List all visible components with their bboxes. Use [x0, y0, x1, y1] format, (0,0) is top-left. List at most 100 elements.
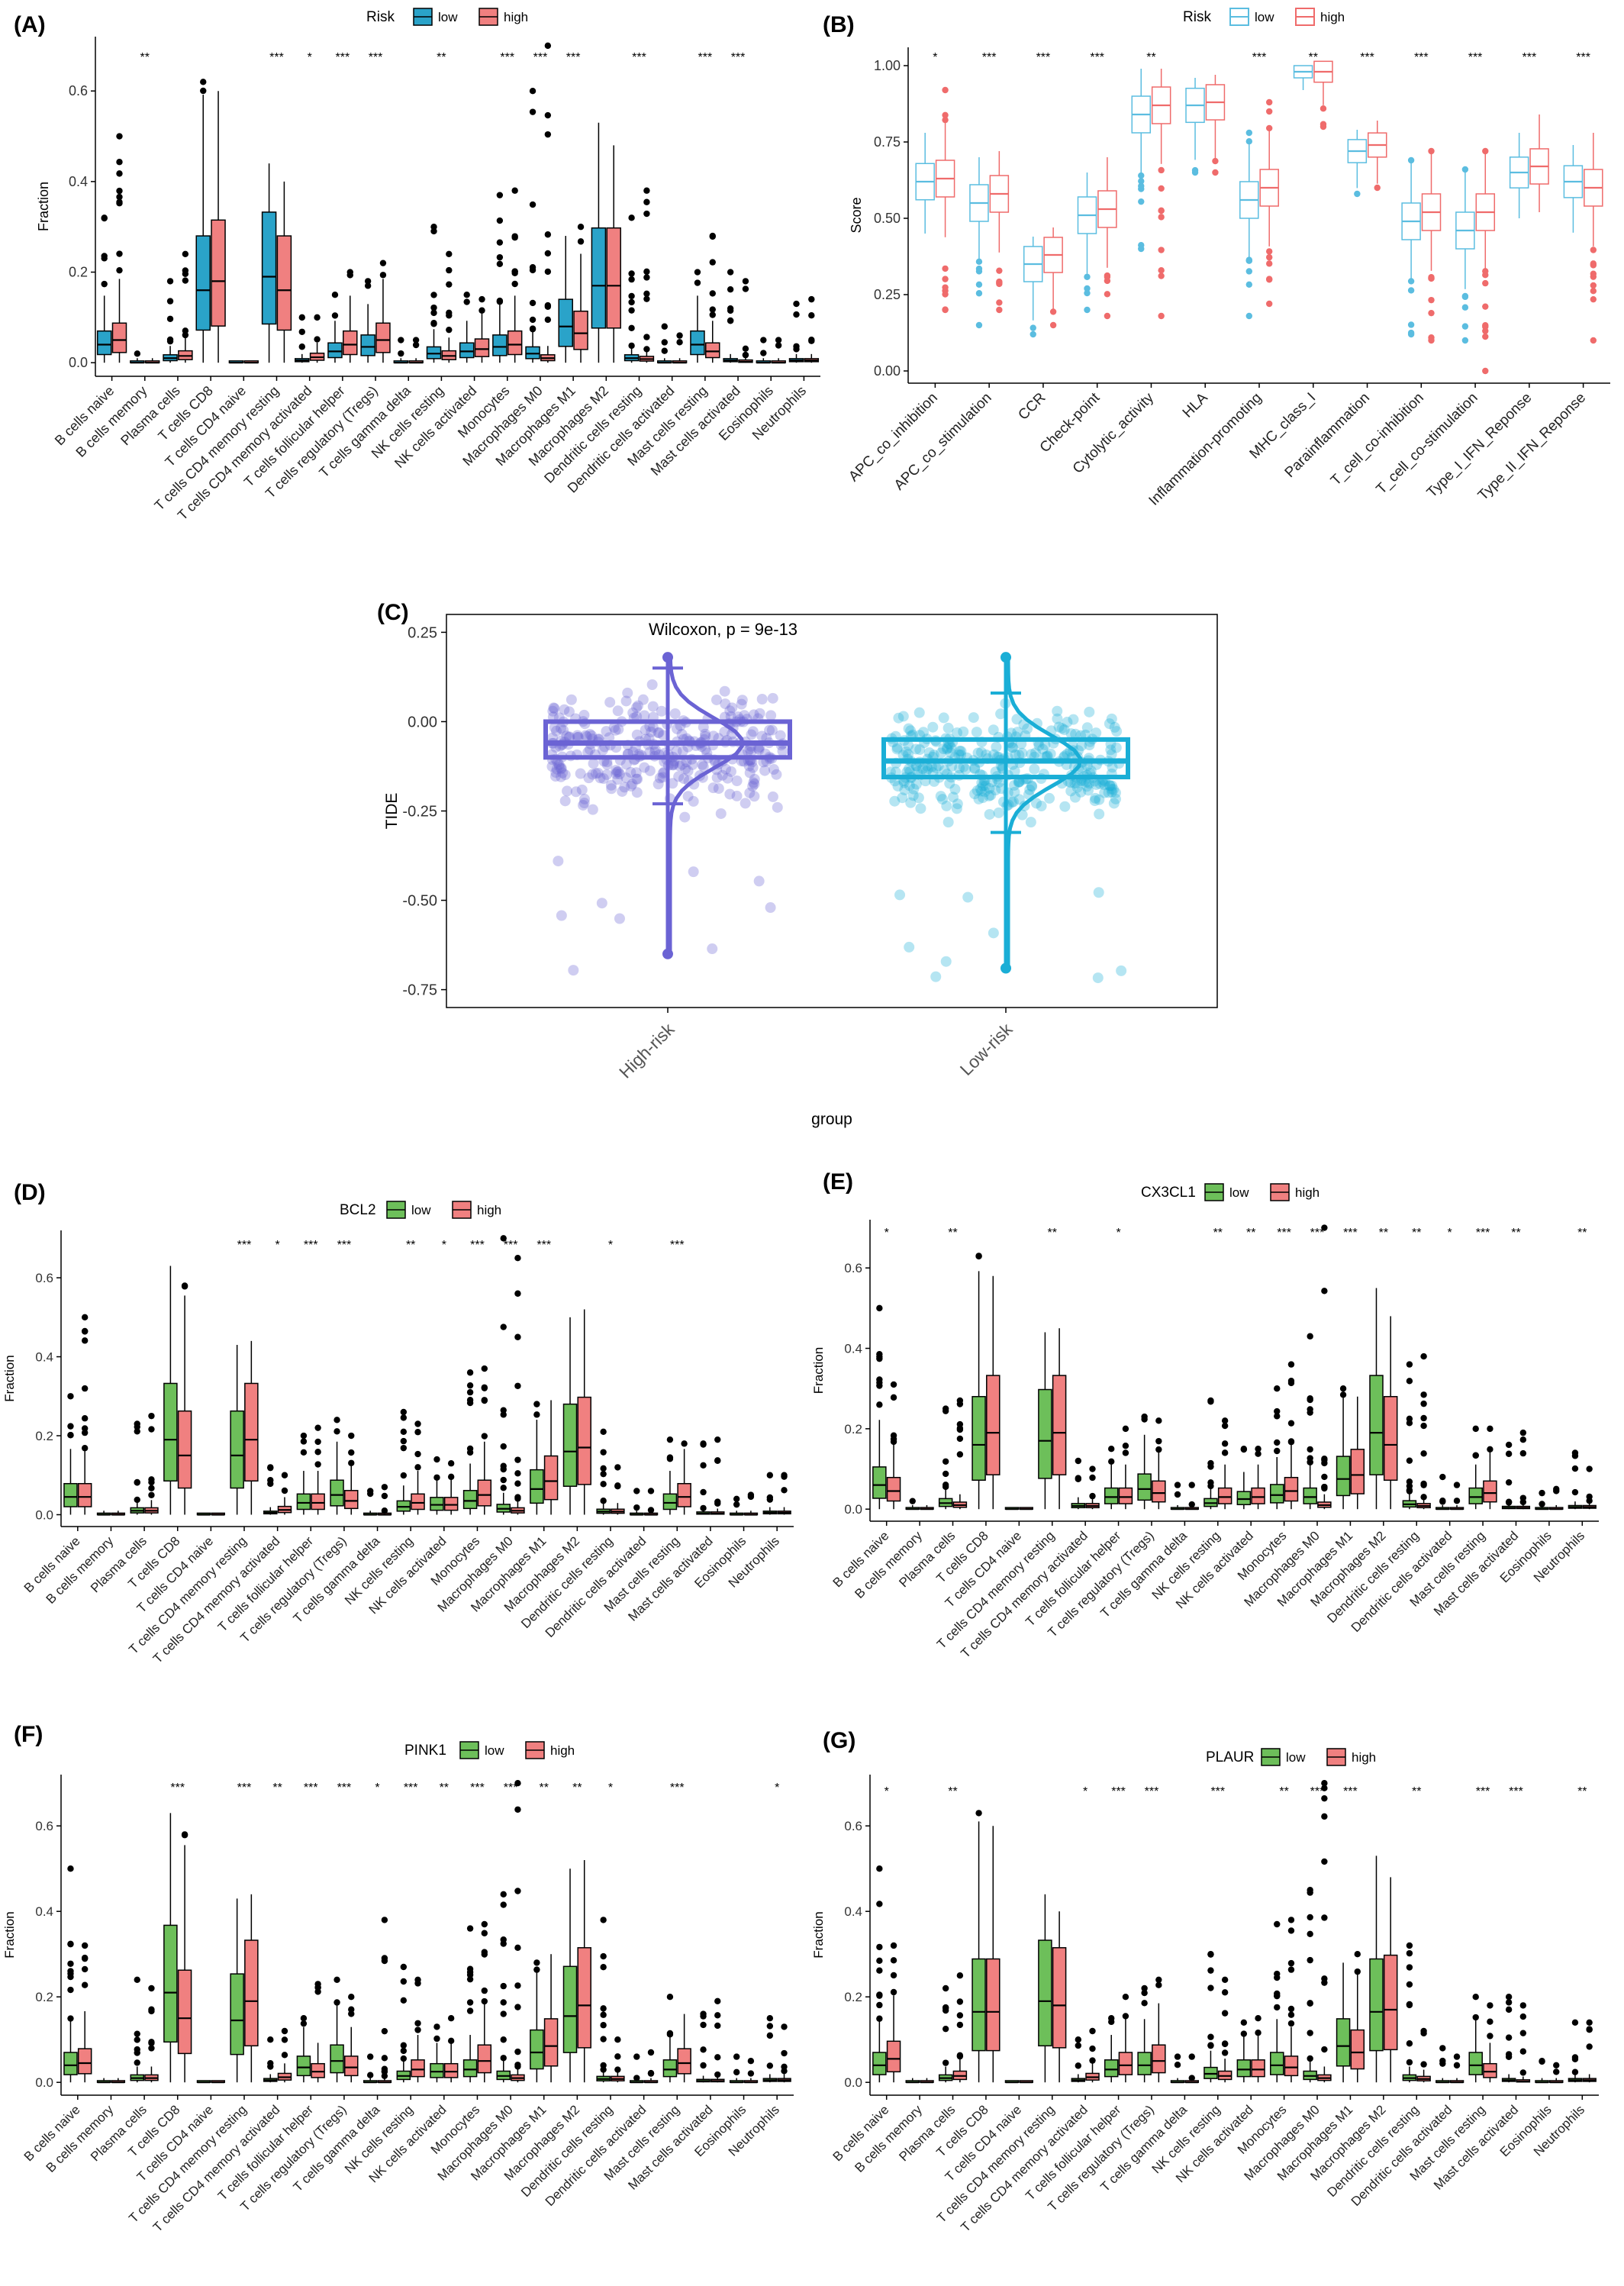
outlier-point [500, 1891, 507, 1897]
data-point [920, 766, 932, 777]
data-point [1107, 780, 1118, 792]
category-group: Monocytes*** [428, 1781, 492, 2157]
outlier-point [1274, 1974, 1281, 1981]
outlier-point [1141, 1989, 1148, 1997]
box [1118, 2052, 1133, 2075]
outlier-point [101, 280, 108, 288]
outlier-point [1374, 184, 1381, 192]
box [411, 2059, 425, 2078]
outlier-point [1122, 1994, 1129, 2001]
data-point [1084, 706, 1095, 717]
outlier-point [348, 2006, 355, 2013]
outlier-point [1461, 292, 1469, 300]
data-point [1018, 719, 1030, 730]
outlier-point [314, 314, 321, 321]
data-point [749, 791, 760, 802]
data-point [611, 768, 622, 779]
outlier-point [1406, 1942, 1413, 1949]
data-point [744, 787, 756, 798]
outlier-point [511, 187, 518, 194]
data-point [620, 772, 632, 783]
outlier-point [181, 1282, 188, 1289]
outlier-point [1155, 1981, 1162, 1988]
outlier-point [1158, 312, 1165, 320]
data-point [1109, 721, 1120, 733]
data-point [972, 785, 983, 796]
data-point [1094, 808, 1105, 820]
outlier-point [577, 238, 585, 245]
category-group: Neutrophils* [726, 1781, 791, 2159]
data-point [958, 726, 969, 737]
outlier-point [1519, 1498, 1527, 1506]
box [327, 342, 343, 359]
outlier-point [1158, 166, 1165, 174]
outlier-point [81, 1337, 89, 1344]
outlier-point [781, 2049, 788, 2057]
category-group: B cells naive* [830, 1227, 901, 1590]
significance-mark: ** [572, 1781, 582, 1794]
data-point [613, 766, 624, 777]
outlier-point [500, 2036, 507, 2043]
y-axis-label: Fraction [811, 1911, 826, 1958]
box [411, 1493, 425, 1511]
outlier-point [714, 1997, 721, 2004]
outlier-point [1307, 2000, 1313, 2007]
outlier-point [1406, 2059, 1413, 2066]
data-point [973, 793, 984, 804]
data-point [1076, 740, 1088, 752]
box [443, 2062, 459, 2078]
data-point [913, 792, 924, 804]
data-point [612, 774, 624, 785]
outlier-point [1141, 1985, 1148, 1992]
outlier-point [148, 2039, 155, 2046]
data-point [556, 910, 567, 921]
outlier-point [975, 321, 983, 329]
outlier-point [466, 1925, 474, 1932]
violin-outline [1006, 657, 1083, 969]
significance-mark: *** [237, 1239, 252, 1252]
outlier-point [67, 1393, 74, 1400]
data-point [614, 913, 625, 924]
significance-mark: * [442, 1239, 446, 1252]
outlier-point [81, 1385, 89, 1392]
outlier-point [381, 2027, 388, 2035]
data-point [1052, 713, 1063, 724]
outlier-point [529, 88, 536, 95]
data-point [942, 817, 954, 828]
data-point [736, 698, 747, 710]
outlier-point [1075, 2062, 1082, 2069]
outlier-point [747, 2070, 755, 2077]
significance-mark: ** [440, 1781, 449, 1794]
outlier-point [500, 1936, 507, 1943]
outlier-point [676, 332, 683, 339]
outlier-point [766, 2062, 774, 2069]
data-point [582, 731, 593, 743]
outlier-point [1461, 304, 1469, 311]
data-point [682, 766, 694, 777]
outlier-point [714, 1436, 721, 1443]
outlier-point [1274, 1413, 1281, 1420]
outlier-point [166, 336, 174, 343]
outlier-point [1174, 2053, 1181, 2060]
outlier-point [181, 1831, 188, 1838]
outlier-point [116, 187, 123, 195]
y-tick-label: 0.4 [35, 1350, 53, 1365]
outlier-point [533, 1959, 540, 1966]
category-group: HLA [1180, 75, 1226, 421]
data-point [608, 722, 620, 734]
outlier-point [148, 1485, 155, 1491]
outlier-point [1321, 1456, 1328, 1462]
data-point [904, 780, 915, 792]
outlier-point [700, 2021, 707, 2029]
outlier-point [890, 1381, 897, 1388]
category-group: Mast cells resting*** [601, 1781, 691, 2184]
data-point [669, 708, 681, 719]
outlier-point [134, 350, 141, 357]
data-point [912, 766, 923, 778]
significance-mark: * [775, 1781, 779, 1794]
outlier-point [314, 1424, 321, 1431]
outlier-point [267, 2036, 274, 2043]
box [344, 1490, 359, 1510]
